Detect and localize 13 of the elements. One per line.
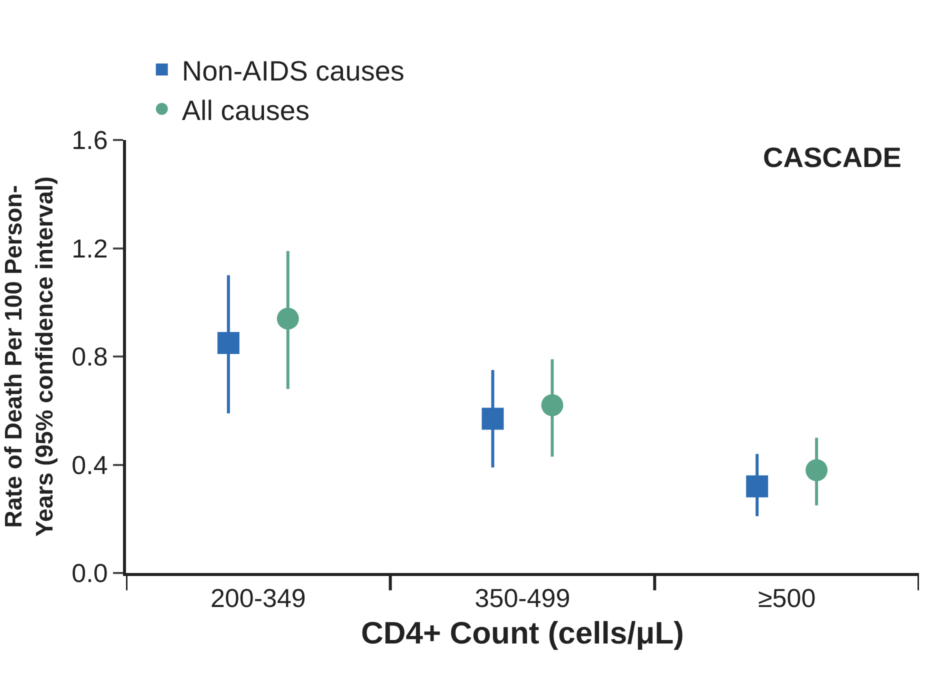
y-axis-title: Rate of Death Per 100 Person- Years (95% confidence interval) (0, 176, 59, 537)
y-tick-label: 0.8 (72, 342, 108, 372)
annotation: CASCADE (763, 142, 902, 173)
legend-label: All causes (182, 94, 310, 126)
y-tick-label: 0.4 (72, 450, 108, 480)
y-tick-label: 1.6 (72, 125, 108, 156)
x-tick-label: 200-349 (210, 583, 306, 614)
y-tick-label: 1.2 (72, 233, 108, 264)
y-tick-label: 0.0 (72, 558, 108, 588)
x-tick-label: 350-499 (474, 583, 570, 614)
x-axis-title: CD4+ Count (cells/μL) (361, 615, 684, 650)
x-tick-label: ≥500 (758, 583, 816, 614)
legend-label: Non-AIDS causes (182, 55, 404, 86)
